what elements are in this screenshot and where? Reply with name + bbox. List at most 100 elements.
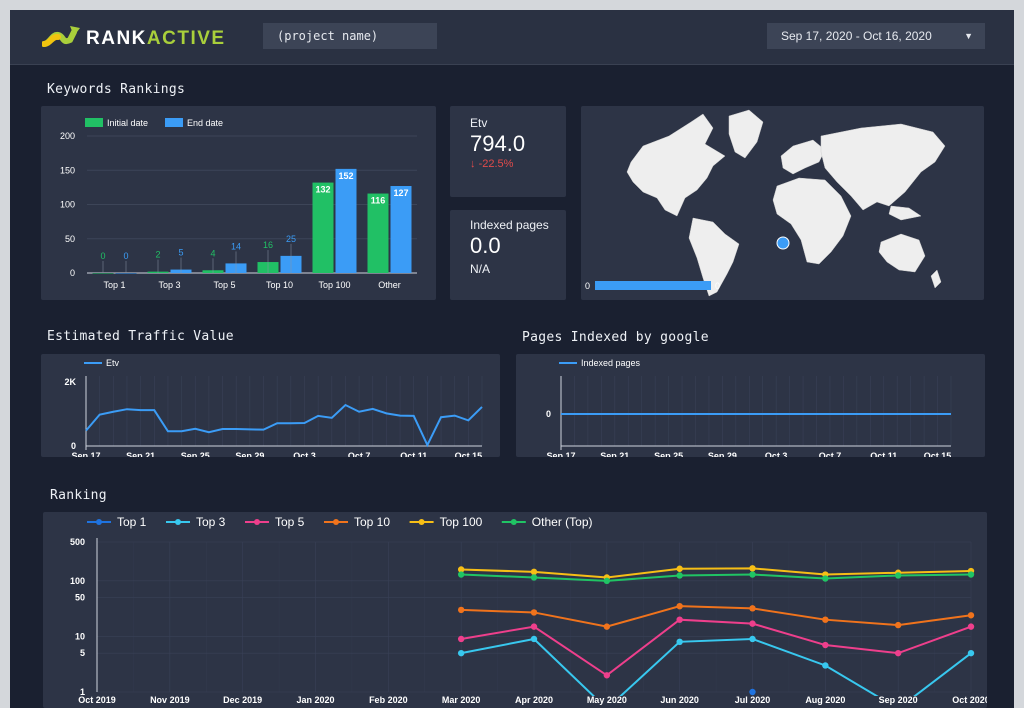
bar-data-label: 132 — [315, 185, 330, 195]
x-tick-label: Sep 25 — [654, 451, 683, 457]
x-tick-label: Oct 11 — [870, 451, 897, 457]
x-tick-label: Oct 11 — [400, 451, 427, 457]
etv-delta: ↓ -22.5% — [470, 158, 513, 170]
x-tick-label: Oct 7 — [348, 451, 371, 457]
etv-line-chart[interactable]: Etv 0 2K Sep 17 Sep 21 Sep 25 Sep 29 Oct 3 Oct 7… — [41, 354, 500, 461]
y-tick-label: 0 — [70, 268, 75, 278]
legend-label: Other (Top) — [532, 515, 593, 529]
x-tick-label: Jul 2020 — [735, 695, 771, 705]
date-range-picker[interactable]: Sep 17, 2020 - Oct 16, 2020 ▼ — [767, 23, 985, 49]
x-tick-label: Sep 21 — [126, 451, 155, 457]
series-point — [749, 605, 756, 612]
bar-data-label: 127 — [393, 188, 408, 198]
legend-swatch — [85, 118, 103, 127]
map-scale-max-label: 0 — [715, 281, 720, 291]
series-point — [676, 638, 683, 646]
series-point — [822, 575, 829, 582]
map-land — [626, 109, 946, 297]
bar-data-label: 14 — [231, 241, 241, 251]
indexed-pages-value: 0.0 — [470, 233, 501, 258]
y-tick-label: 100 — [60, 200, 75, 210]
x-tick-label: Sep 25 — [181, 451, 210, 457]
new-zealand-shape — [930, 269, 942, 289]
bar-data-label: 116 — [371, 196, 386, 206]
x-tick-label: Dec 2019 — [223, 695, 262, 705]
series-point — [967, 612, 975, 619]
rankactive-logo[interactable]: RANKACTIVE — [42, 22, 232, 52]
series-point — [530, 635, 538, 643]
x-tick-label: Aug 2020 — [805, 695, 845, 705]
indexed-pages-sub: N/A — [470, 262, 491, 276]
pages-indexed-title: Pages Indexed by google — [522, 330, 709, 345]
series-point — [530, 574, 538, 581]
indexed-pages-label: Indexed pages — [470, 218, 549, 232]
x-tick-label: Oct 7 — [819, 451, 842, 457]
series-point — [676, 616, 683, 623]
bar-data-label: 4 — [210, 248, 215, 258]
world-map[interactable]: 0 0 — [581, 106, 984, 300]
x-tick-label: Oct 2019 — [78, 695, 116, 705]
y-tick-label: 50 — [65, 234, 75, 244]
series-point — [603, 623, 611, 630]
x-tick-label: Mar 2020 — [442, 695, 481, 705]
legend-marker — [96, 519, 102, 525]
bar-data-label: 16 — [263, 240, 273, 250]
x-tick-label: Top 10 — [266, 280, 293, 290]
etv-label: Etv — [470, 116, 488, 130]
x-tick-label: Sep 29 — [708, 451, 737, 457]
legend-marker — [175, 519, 181, 525]
date-range-value: Sep 17, 2020 - Oct 16, 2020 — [781, 29, 932, 43]
keywords-rankings-title: Keywords Rankings — [47, 82, 186, 97]
legend-label: Top 100 — [440, 515, 483, 529]
y-tick-label: 100 — [70, 576, 85, 586]
x-tick-label: Sep 29 — [235, 451, 264, 457]
africa-shape — [772, 177, 852, 265]
series-point — [676, 572, 683, 579]
y-tick-label: 50 — [75, 593, 85, 603]
y-tick-label: 0 — [546, 409, 551, 419]
x-tick-label: Feb 2020 — [369, 695, 408, 705]
down-arrow-icon: ↓ — [470, 158, 479, 170]
series-point — [603, 672, 611, 679]
series-line — [460, 618, 972, 677]
australia-shape — [878, 233, 926, 273]
series-point — [530, 568, 538, 576]
legend-label: Top 10 — [354, 515, 390, 529]
north-america-shape — [626, 113, 726, 217]
indexed-line-card: Indexed pages 0 Sep 17 Sep 21 Sep 25 Sep 29 Oc… — [516, 354, 985, 461]
ranking-line-chart[interactable]: 1 5 10 50 100 500 Oct 2019 Nov 2019 Dec 2019 Jan … — [43, 512, 990, 708]
bar — [115, 273, 137, 274]
world-map-card: 0 0 — [581, 106, 984, 300]
y-tick-label: 500 — [70, 537, 85, 547]
legend-label: Etv — [106, 358, 120, 368]
x-tick-label: Sep 2020 — [879, 695, 918, 705]
series-point — [749, 688, 756, 696]
y-tick-label: 150 — [60, 165, 75, 175]
estimated-traffic-title: Estimated Traffic Value — [47, 329, 234, 344]
series-point — [457, 571, 465, 578]
bar — [312, 182, 334, 273]
legend-marker — [510, 519, 517, 525]
top-bar: RANKACTIVE (project name) Sep 17, 2020 -… — [10, 10, 1014, 65]
series-point — [967, 649, 975, 657]
series-point — [530, 609, 538, 616]
series-line — [461, 573, 972, 582]
bar-data-label: 25 — [286, 234, 296, 244]
map-marker[interactable] — [776, 236, 790, 250]
caret-down-icon: ▼ — [964, 31, 973, 41]
europe-shape — [780, 139, 826, 175]
series-point — [457, 566, 465, 573]
project-name-field[interactable]: (project name) — [263, 23, 437, 49]
bar — [367, 193, 389, 273]
x-tick-label: Sep 17 — [546, 451, 575, 457]
series-group — [457, 565, 975, 696]
indexed-pages-line-chart[interactable]: Indexed pages 0 Sep 17 Sep 21 Sep 25 Sep 29 Oc… — [516, 354, 985, 461]
legend-label: Top 1 — [117, 515, 147, 529]
logo-rank: RANK — [86, 28, 147, 49]
legend-label: End date — [187, 118, 223, 128]
south-america-shape — [688, 217, 740, 297]
etv-kpi-card: Etv 794.0 ↓ -22.5% — [450, 106, 566, 197]
series-point — [676, 565, 683, 572]
map-scale-min-label: 0 — [585, 281, 590, 291]
